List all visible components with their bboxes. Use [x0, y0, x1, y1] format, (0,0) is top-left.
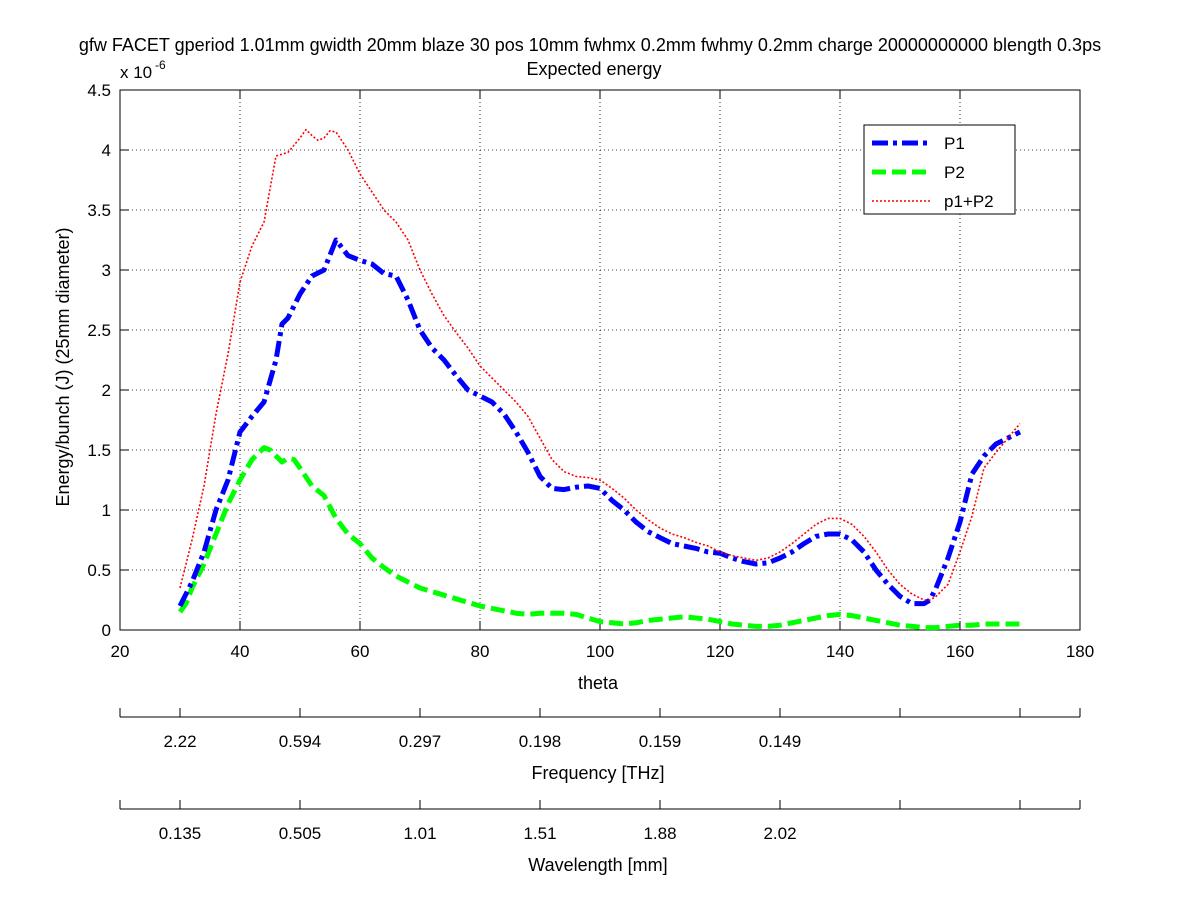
series-line-p1: [177, 237, 1022, 608]
secondary-axes: 2.22 0.594 0.297 0.198 0.159 0.149 Frequency […: [119, 708, 1081, 875]
chart-subtitle: Expected energy: [526, 59, 661, 79]
y-tick-label: 1: [102, 501, 111, 520]
wavelength-tick-label: 2.02: [763, 824, 796, 843]
x-axis-label: theta: [578, 673, 619, 693]
wavelength-axis-label: Wavelength [mm]: [528, 855, 667, 875]
y-exponent-base: x 10: [120, 63, 152, 82]
chart-title: gfw FACET gperiod 1.01mm gwidth 20mm bla…: [79, 35, 1101, 55]
wavelength-tick-label: 1.88: [643, 824, 676, 843]
x-tick-label: 40: [231, 642, 250, 661]
axis-ticks: 20 40 60 80 100 120 140 160 180 0 0.5 1 1.5 2 2.5 3 3.5 4…: [87, 81, 1094, 661]
y-tick-label: 3.5: [87, 201, 111, 220]
x-tick-label: 100: [586, 642, 614, 661]
legend-box: [863, 124, 1016, 215]
legend-label-p2: P2: [944, 163, 965, 182]
frequency-tick-label: 0.149: [759, 732, 802, 751]
grid-lines: [120, 90, 1080, 630]
frequency-tick-label: 0.198: [519, 732, 562, 751]
series-line-p1p2: [179, 128, 1021, 601]
frequency-axis-label: Frequency [THz]: [531, 763, 664, 783]
frequency-tick-label: 0.594: [279, 732, 322, 751]
y-tick-label: 0: [102, 621, 111, 640]
wavelength-tick-label: 0.135: [159, 824, 202, 843]
legend-label-p1: P1: [944, 134, 965, 153]
frequency-tick-label: 2.22: [163, 732, 196, 751]
x-tick-label: 20: [111, 642, 130, 661]
y-tick-label: 2: [102, 381, 111, 400]
y-tick-label: 2.5: [87, 321, 111, 340]
legend: P1 P2 p1+P2: [863, 124, 1016, 215]
y-axis-label: Energy/bunch (J) (25mm diameter): [53, 227, 73, 506]
frequency-tick-label: 0.297: [399, 732, 442, 751]
x-tick-label: 180: [1066, 642, 1094, 661]
x-tick-label: 140: [826, 642, 854, 661]
y-exponent-power: -6: [155, 58, 166, 72]
series-lines: [177, 128, 1022, 631]
x-tick-label: 120: [706, 642, 734, 661]
y-tick-label: 4: [102, 141, 111, 160]
wavelength-tick-label: 1.01: [403, 824, 436, 843]
wavelength-tick-label: 0.505: [279, 824, 322, 843]
x-tick-label: 160: [946, 642, 974, 661]
y-tick-label: 4.5: [87, 81, 111, 100]
x-tick-label: 80: [471, 642, 490, 661]
wavelength-tick-label: 1.51: [523, 824, 556, 843]
y-tick-label: 3: [102, 261, 111, 280]
y-tick-label: 1.5: [87, 441, 111, 460]
x-tick-label: 60: [351, 642, 370, 661]
series-line-p2: [177, 445, 1020, 631]
legend-label-p1p2: p1+P2: [944, 192, 994, 211]
y-tick-label: 0.5: [87, 561, 111, 580]
frequency-tick-label: 0.159: [639, 732, 682, 751]
